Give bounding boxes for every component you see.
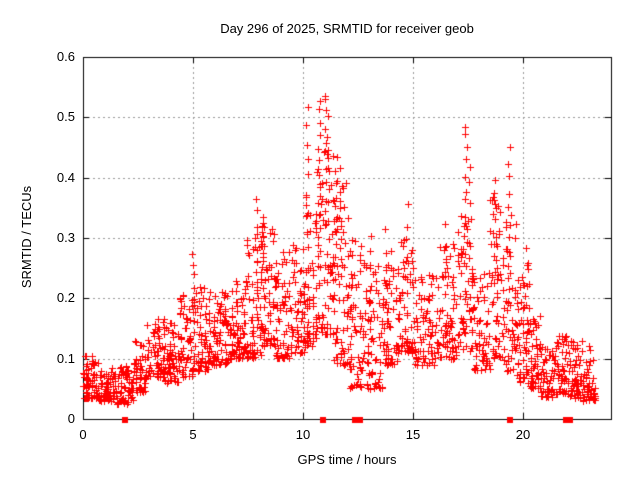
y-tick-label: 0.3 bbox=[56, 230, 75, 245]
x-axis-label: GPS time / hours bbox=[297, 452, 397, 467]
x-tick-label: 5 bbox=[189, 427, 197, 442]
y-tick-label: 0.5 bbox=[56, 109, 75, 125]
x-tick-label: 0 bbox=[79, 427, 87, 442]
y-tick-label: 0.1 bbox=[56, 350, 75, 366]
x-tick-label: 20 bbox=[515, 427, 531, 442]
x-tick-label: 15 bbox=[405, 427, 421, 442]
chart-title: Day 296 of 2025, SRMTID for receiver geo… bbox=[220, 21, 474, 36]
y-tick-label: 0.6 bbox=[56, 49, 75, 64]
y-tick-label: 0.4 bbox=[56, 169, 75, 185]
x-tick-label: 10 bbox=[295, 427, 311, 442]
y-tick-label: 0 bbox=[67, 411, 75, 426]
y-tick-label: 0.2 bbox=[56, 290, 75, 306]
